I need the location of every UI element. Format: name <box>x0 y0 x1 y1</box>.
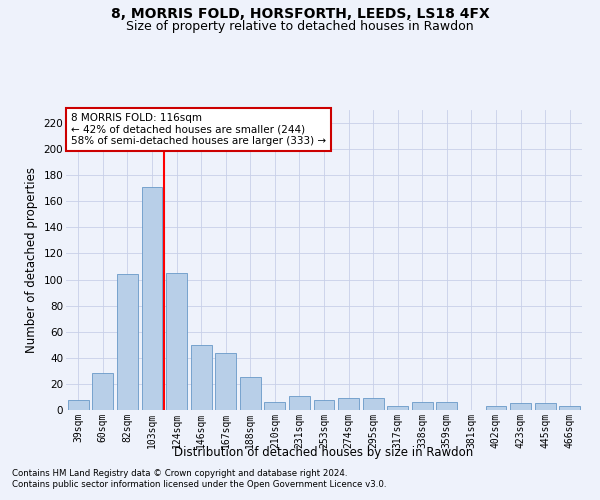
Bar <box>535 404 556 410</box>
Bar <box>68 400 89 410</box>
Bar <box>289 396 310 410</box>
Bar <box>387 406 408 410</box>
Text: Distribution of detached houses by size in Rawdon: Distribution of detached houses by size … <box>175 446 473 459</box>
Text: 8, MORRIS FOLD, HORSFORTH, LEEDS, LS18 4FX: 8, MORRIS FOLD, HORSFORTH, LEEDS, LS18 4… <box>110 8 490 22</box>
Bar <box>215 352 236 410</box>
Bar <box>92 374 113 410</box>
Text: Contains public sector information licensed under the Open Government Licence v3: Contains public sector information licen… <box>12 480 386 489</box>
Text: Size of property relative to detached houses in Rawdon: Size of property relative to detached ho… <box>126 20 474 33</box>
Text: 8 MORRIS FOLD: 116sqm
← 42% of detached houses are smaller (244)
58% of semi-det: 8 MORRIS FOLD: 116sqm ← 42% of detached … <box>71 113 326 146</box>
Bar <box>191 345 212 410</box>
Y-axis label: Number of detached properties: Number of detached properties <box>25 167 38 353</box>
Bar <box>485 406 506 410</box>
Bar <box>510 404 531 410</box>
Bar <box>166 273 187 410</box>
Bar <box>117 274 138 410</box>
Bar <box>559 406 580 410</box>
Bar <box>338 398 359 410</box>
Bar <box>265 402 286 410</box>
Bar <box>436 402 457 410</box>
Bar <box>314 400 334 410</box>
Text: Contains HM Land Registry data © Crown copyright and database right 2024.: Contains HM Land Registry data © Crown c… <box>12 468 347 477</box>
Bar <box>240 378 261 410</box>
Bar <box>412 402 433 410</box>
Bar <box>362 398 383 410</box>
Bar <box>142 187 163 410</box>
